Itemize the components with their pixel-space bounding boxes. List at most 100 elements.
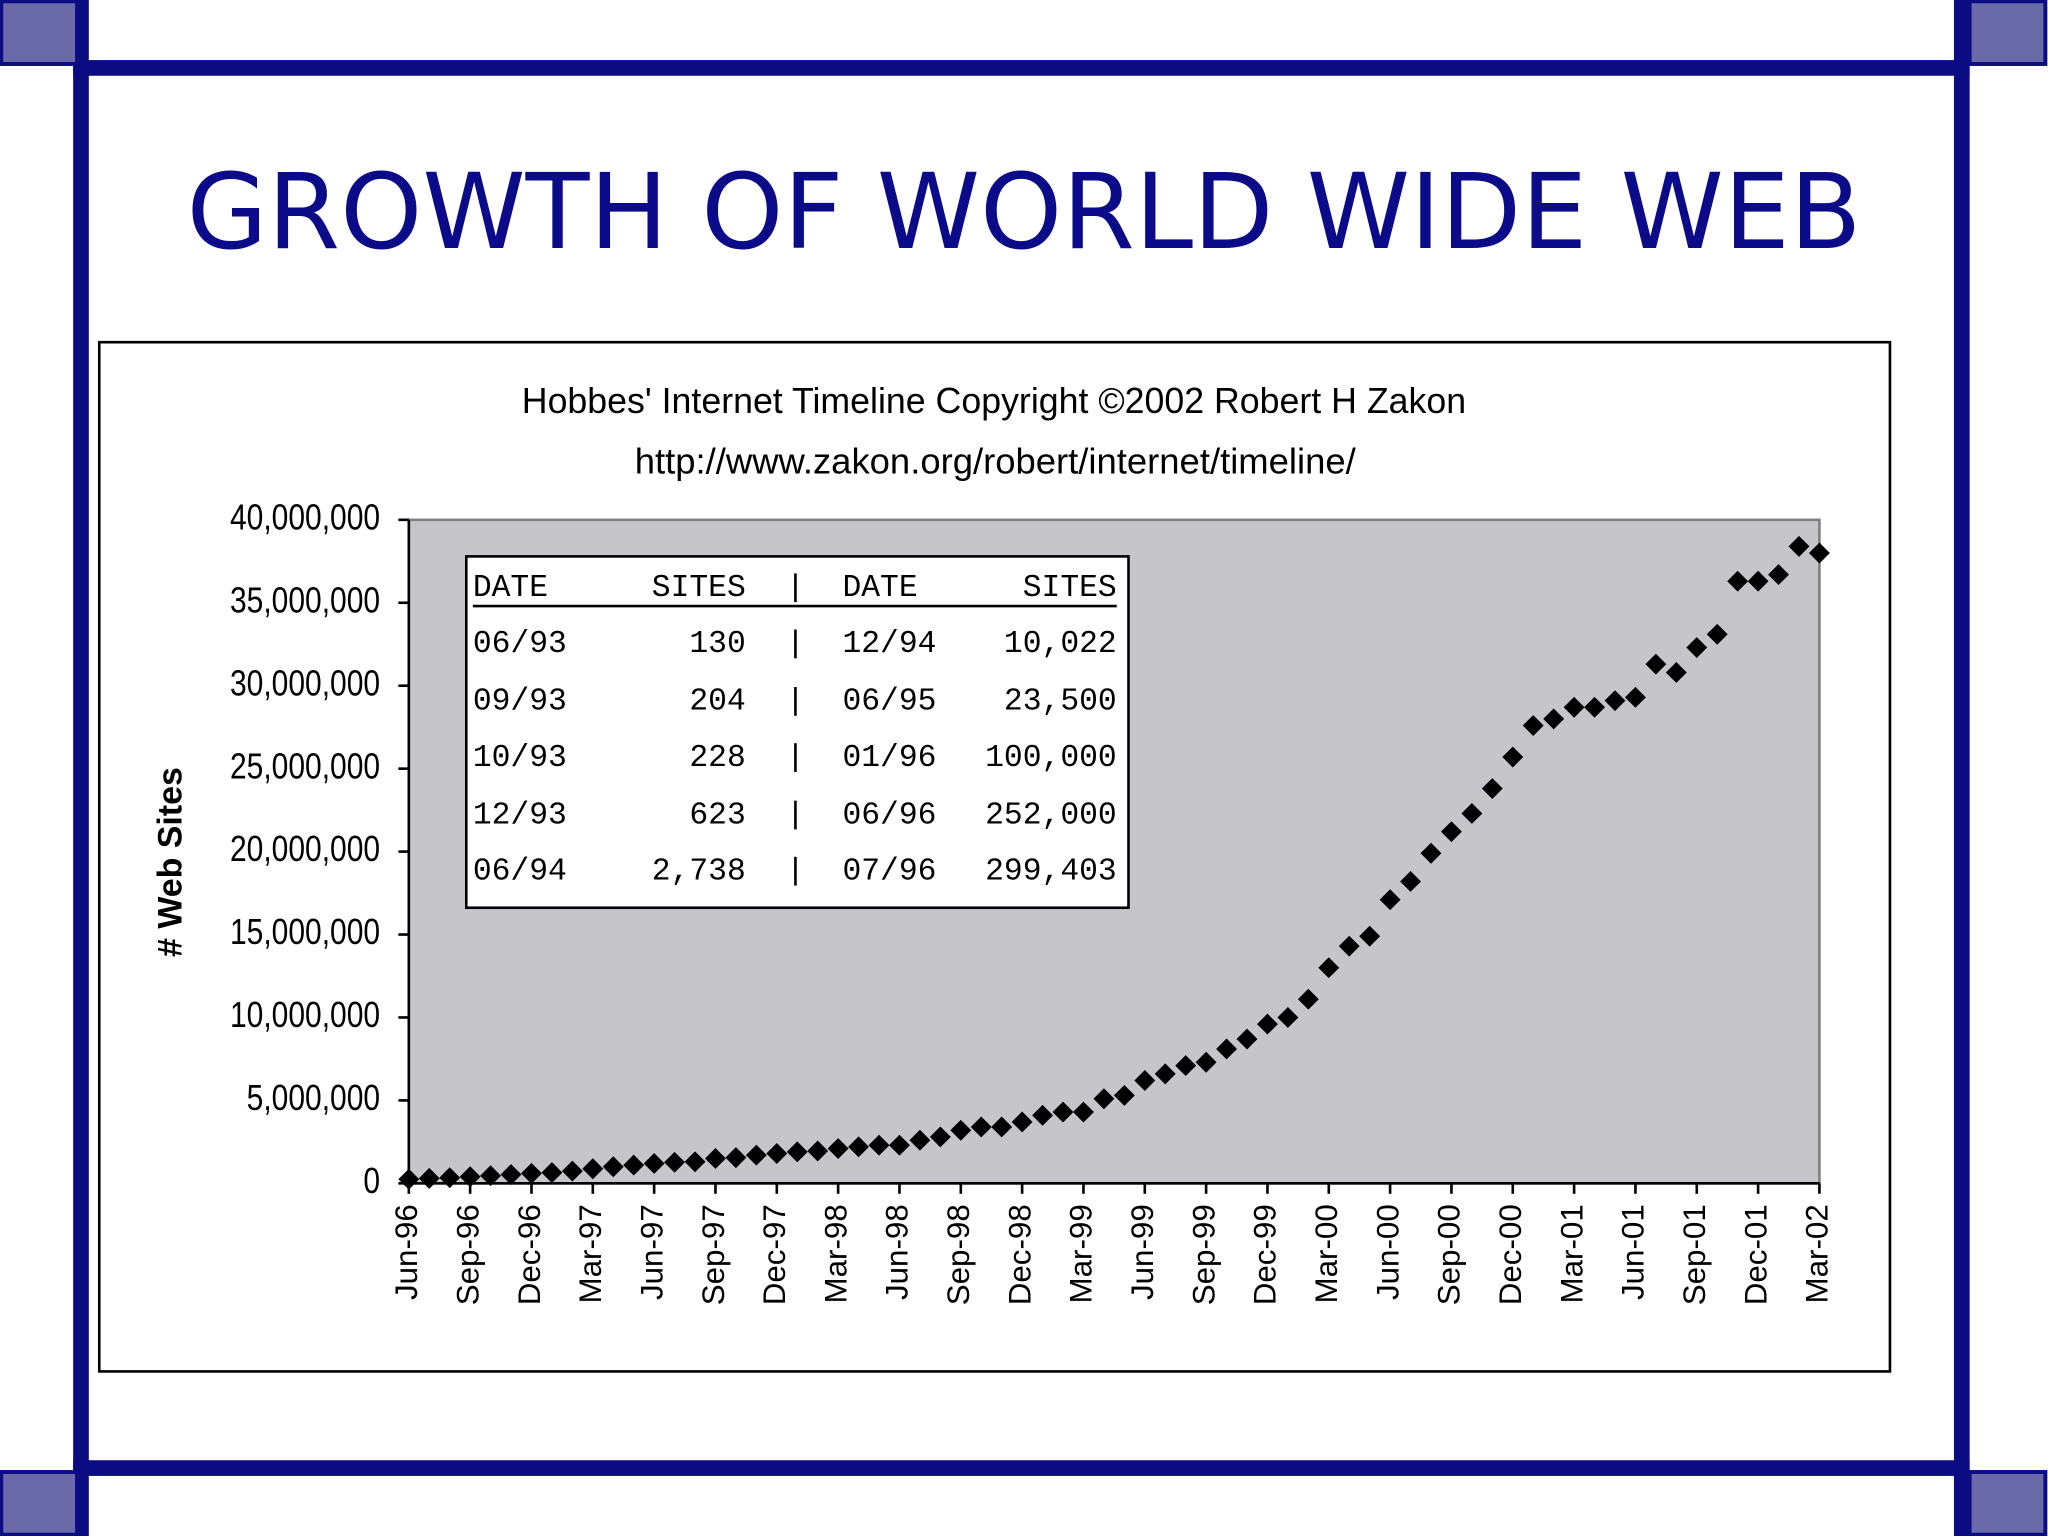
data-point (1645, 653, 1667, 675)
table-cell: 130 (689, 627, 745, 662)
table-cell: 2,738 (652, 854, 746, 889)
x-tick-label: Sep-01 (1677, 1204, 1712, 1305)
table-cell: 12/93 (473, 798, 567, 833)
x-tick-label: Dec-00 (1493, 1204, 1528, 1305)
x-tick-label: Dec-98 (1002, 1204, 1037, 1305)
table-header: SITES (1023, 571, 1117, 606)
table-cell: 252,000 (985, 798, 1117, 833)
x-tick-label: Mar-01 (1554, 1204, 1589, 1303)
data-point (848, 1136, 870, 1158)
x-tick-label: Dec-96 (512, 1204, 547, 1305)
x-tick-label: Sep-98 (941, 1204, 976, 1305)
y-tick-label: 40,000,000 (230, 498, 380, 538)
x-tick-label: Sep-96 (450, 1204, 485, 1305)
data-point (521, 1162, 542, 1184)
data-point (1359, 925, 1381, 947)
frame-top (73, 60, 1970, 76)
data-point (1768, 564, 1789, 586)
x-tick-label: Jun-97 (634, 1204, 669, 1300)
x-tick-label: Jun-01 (1616, 1204, 1651, 1300)
data-point (1727, 570, 1749, 592)
data-point (909, 1129, 931, 1151)
table-cell: 228 (689, 741, 745, 776)
data-point (991, 1116, 1013, 1138)
corner (0, 0, 80, 66)
data-point (1052, 1101, 1074, 1123)
table-cell: 07/96 (842, 854, 936, 889)
table-cell: 23,500 (1004, 685, 1117, 720)
x-tick-label: Sep-00 (1432, 1204, 1467, 1305)
data-point (1420, 842, 1442, 864)
x-tick-label: Sep-99 (1186, 1204, 1221, 1305)
table-cell: 06/94 (473, 854, 567, 889)
chart-title: Hobbes' Internet Timeline Copyright ©200… (522, 380, 1466, 421)
table-header: DATE (842, 571, 917, 606)
data-point (1563, 696, 1585, 718)
data-point (745, 1144, 767, 1166)
x-tick-label: Mar-98 (818, 1204, 853, 1303)
data-point (561, 1160, 583, 1182)
data-point (1175, 1055, 1197, 1077)
x-tick-label: Sep-97 (696, 1204, 731, 1305)
y-tick-label: 30,000,000 (230, 664, 380, 704)
x-tick-label: Jun-98 (880, 1204, 915, 1300)
data-point (868, 1134, 890, 1156)
data-point (1236, 1028, 1258, 1050)
y-tick-label: 25,000,000 (230, 747, 380, 787)
data-point (623, 1154, 645, 1176)
table-cell: 299,403 (985, 854, 1117, 889)
data-point (582, 1158, 604, 1180)
data-point (1257, 1013, 1278, 1035)
x-tick-label: Mar-97 (573, 1204, 608, 1303)
y-tick-label: 0 (363, 1161, 380, 1201)
x-tick-label: Mar-99 (1064, 1204, 1099, 1303)
data-point (1297, 988, 1319, 1010)
data-point (1113, 1084, 1135, 1106)
data-point (439, 1167, 461, 1189)
data-point (1400, 871, 1422, 892)
y-tick-label: 35,000,000 (230, 581, 380, 621)
data-point (643, 1152, 665, 1174)
table-header: DATE (473, 571, 548, 606)
corner (1967, 0, 2048, 66)
data-point (1502, 746, 1524, 768)
y-axis-label: # Web Sites (151, 767, 189, 957)
data-point (418, 1167, 440, 1189)
table-cell: 10/93 (473, 741, 567, 776)
x-tick-label: Dec-99 (1248, 1204, 1283, 1305)
data-point (1624, 686, 1646, 708)
data-point (1379, 889, 1401, 911)
data-point (950, 1119, 972, 1141)
x-tick-label: Dec-97 (757, 1204, 792, 1305)
data-point (602, 1156, 624, 1178)
table-cell: 01/96 (842, 741, 936, 776)
table-cell: 623 (689, 798, 745, 833)
table-cell: 100,000 (985, 741, 1117, 776)
data-point (970, 1116, 992, 1138)
data-point (929, 1126, 951, 1148)
table-header: SITES (652, 571, 746, 606)
data-point (1481, 778, 1503, 800)
x-tick-label: Jun-00 (1370, 1204, 1405, 1300)
data-point (1318, 957, 1340, 979)
data-point (1522, 715, 1544, 736)
data-point (1195, 1051, 1217, 1073)
table-cell: 06/93 (473, 627, 567, 662)
data-point (1011, 1111, 1033, 1133)
data-point (1338, 935, 1360, 957)
data-point (827, 1138, 849, 1159)
data-point (1706, 623, 1728, 645)
frame-right (1953, 0, 1970, 1536)
frame-left (73, 0, 89, 1536)
y-tick-label: 20,000,000 (230, 830, 380, 870)
data-point (1032, 1104, 1054, 1126)
table-cell: 09/93 (473, 685, 567, 720)
table-cell: 12/94 (842, 627, 936, 662)
slide-title: GROWTH OF WORLD WIDE WEB (187, 151, 1862, 273)
y-tick-label: 10,000,000 (230, 995, 380, 1035)
table-cell: 06/96 (842, 798, 936, 833)
data-point (1216, 1038, 1238, 1060)
chart-subtitle: http://www.zakon.org/robert/internet/tim… (635, 440, 1357, 481)
